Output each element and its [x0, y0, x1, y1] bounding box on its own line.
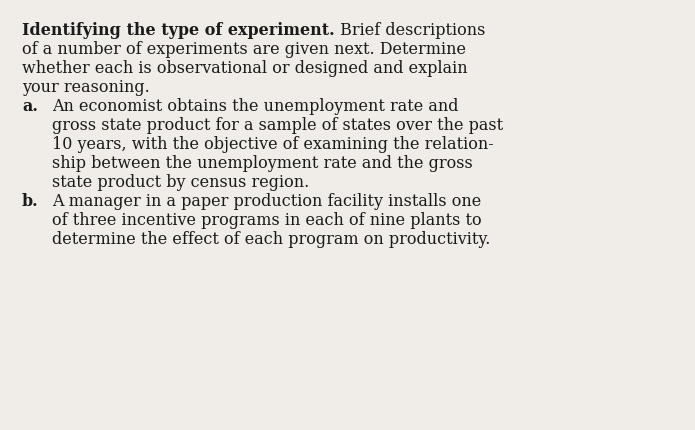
Text: Identifying the type of experiment.: Identifying the type of experiment. [22, 22, 334, 39]
Text: your reasoning.: your reasoning. [22, 79, 149, 96]
Text: determine the effect of each program on productivity.: determine the effect of each program on … [52, 231, 491, 248]
Text: gross state product for a sample of states over the past: gross state product for a sample of stat… [52, 117, 503, 134]
Text: An economist obtains the unemployment rate and: An economist obtains the unemployment ra… [52, 98, 459, 115]
Text: A manager in a paper production facility installs one: A manager in a paper production facility… [52, 193, 481, 210]
Text: a.: a. [22, 98, 38, 115]
Text: of a number of experiments are given next. Determine: of a number of experiments are given nex… [22, 41, 466, 58]
Text: whether each is observational or designed and explain: whether each is observational or designe… [22, 60, 468, 77]
Text: b.: b. [22, 193, 39, 210]
Text: of three incentive programs in each of nine plants to: of three incentive programs in each of n… [52, 212, 482, 229]
Text: 10 years, with the objective of examining the relation-: 10 years, with the objective of examinin… [52, 136, 493, 153]
Text: ship between the unemployment rate and the gross: ship between the unemployment rate and t… [52, 155, 473, 172]
Text: state product by census region.: state product by census region. [52, 174, 309, 191]
Text: Brief descriptions: Brief descriptions [334, 22, 485, 39]
